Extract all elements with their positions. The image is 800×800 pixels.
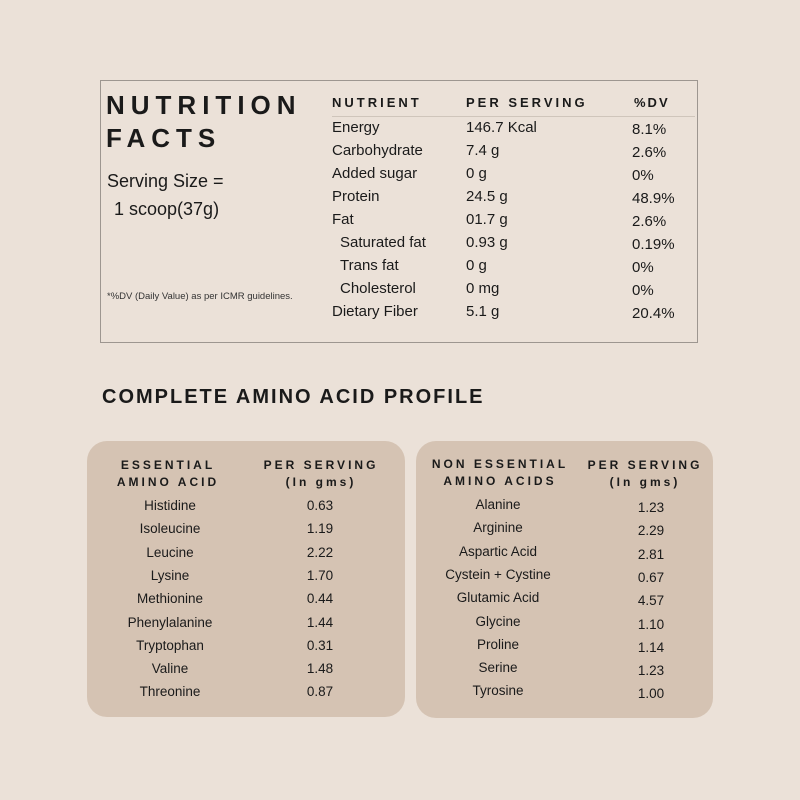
nutrient-name: Protein <box>332 188 380 205</box>
nutrition-title-line2: FACTS <box>106 123 222 153</box>
essential-amino-value: 1.70 <box>306 567 334 583</box>
nutrient-name: Added sugar <box>332 165 418 182</box>
nutrient-dv: 0% <box>632 259 654 276</box>
non-essential-header-value: PER SERVING (In gms) <box>588 457 703 491</box>
nutrient-dv: 0% <box>632 167 654 184</box>
nutrient-dv: 48.9% <box>632 190 675 207</box>
essential-amino-name: Threonine <box>139 684 201 700</box>
non-essential-amino-value: 2.81 <box>637 546 665 562</box>
non-essential-amino-name: Glutamic Acid <box>456 590 540 606</box>
essential-amino-value: 1.44 <box>306 614 334 630</box>
non-essential-amino-name: Cystein + Cystine <box>445 566 551 582</box>
nutrition-facts-panel <box>100 80 698 343</box>
non-essential-header-value-line1: PER SERVING <box>587 458 703 472</box>
nutrient-per-serving: 146.7 Kcal <box>466 119 537 136</box>
essential-amino-value: 0.44 <box>306 591 334 607</box>
non-essential-amino-name: Tyrosine <box>472 683 524 699</box>
essential-header-value-line1: PER SERVING <box>263 458 379 472</box>
essential-amino-value: 2.22 <box>306 544 334 560</box>
essential-header-value-line2: (In gms) <box>285 475 357 489</box>
essential-amino-value: 1.19 <box>306 521 334 537</box>
essential-amino-value: 1.48 <box>306 661 334 677</box>
nutrient-per-serving: 0 mg <box>466 280 500 297</box>
nutrient-per-serving: 7.4 g <box>466 142 500 159</box>
nutrient-dv: 0.19% <box>632 236 675 253</box>
nutrient-name: Cholesterol <box>340 280 416 297</box>
non-essential-amino-name: Arginine <box>473 520 523 536</box>
nutrient-per-serving: 0 g <box>466 257 487 274</box>
essential-header-line2: AMINO ACID <box>116 475 220 489</box>
nutrient-name: Dietary Fiber <box>332 303 418 320</box>
nutrient-per-serving: 0 g <box>466 165 487 182</box>
header-nutrient: NUTRIENT <box>332 95 422 110</box>
nutrient-dv: 20.4% <box>632 305 675 322</box>
non-essential-header-line2: AMINO ACIDS <box>443 474 557 488</box>
serving-size-value: 1 scoop(37g) <box>114 199 220 219</box>
nutrient-per-serving: 0.93 g <box>466 234 508 251</box>
nutrient-name: Saturated fat <box>340 234 426 251</box>
nutrient-per-serving: 5.1 g <box>466 303 500 320</box>
serving-size-label: Serving Size = <box>107 171 224 191</box>
nutrient-dv: 0% <box>632 282 654 299</box>
essential-amino-value: 0.87 <box>306 684 334 700</box>
nutrient-dv: 8.1% <box>632 121 667 138</box>
non-essential-amino-name: Alanine <box>475 497 521 512</box>
nutrient-dv: 2.6% <box>632 213 667 230</box>
nutrient-per-serving: 24.5 g <box>466 188 508 205</box>
nutrient-name: Trans fat <box>340 257 399 274</box>
essential-amino-name: Lysine <box>150 567 190 583</box>
non-essential-amino-value: 1.23 <box>637 500 665 515</box>
essential-amino-name: Valine <box>151 661 189 677</box>
essential-amino-name: Phenylalanine <box>127 614 213 630</box>
essential-amino-name: Histidine <box>144 498 196 513</box>
non-essential-amino-value: 4.57 <box>637 593 665 609</box>
essential-amino-name: Methionine <box>136 591 204 607</box>
essential-amino-name: Isoleucine <box>139 521 201 537</box>
non-essential-amino-value: 1.23 <box>637 663 665 679</box>
nutrient-name: Carbohydrate <box>332 142 423 159</box>
non-essential-amino-name: Aspartic Acid <box>458 543 538 559</box>
header-dv: %DV <box>634 95 670 110</box>
non-essential-amino-value: 1.00 <box>637 686 665 702</box>
amino-section-title: COMPLETE AMINO ACID PROFILE <box>102 386 485 408</box>
non-essential-amino-name: Serine <box>478 660 518 676</box>
essential-header-name: ESSENTIAL AMINO ACID <box>117 457 219 491</box>
nutrient-name: Energy <box>332 119 380 136</box>
non-essential-header-line1: NON ESSENTIAL <box>431 457 569 471</box>
essential-header-value: PER SERVING (In gms) <box>264 457 379 491</box>
non-essential-amino-value: 2.29 <box>637 523 665 539</box>
non-essential-header-value-line2: (In gms) <box>609 475 681 489</box>
non-essential-amino-name: Proline <box>476 636 520 652</box>
essential-amino-value: 0.31 <box>306 637 334 653</box>
non-essential-amino-value: 1.14 <box>637 639 665 655</box>
essential-header-line1: ESSENTIAL <box>120 458 216 472</box>
non-essential-header-name: NON ESSENTIAL AMINO ACIDS <box>432 456 568 490</box>
nutrient-per-serving: 01.7 g <box>466 211 508 228</box>
header-per-serving: PER SERVING <box>466 95 588 110</box>
header-divider <box>332 116 695 117</box>
dv-footnote: *%DV (Daily Value) as per ICMR guideline… <box>107 291 293 302</box>
nutrient-name: Fat <box>332 211 354 228</box>
essential-amino-name: Leucine <box>146 544 194 560</box>
non-essential-amino-value: 1.10 <box>637 616 665 632</box>
essential-amino-name: Tryptophan <box>136 637 204 653</box>
nutrition-title-line1: NUTRITION <box>106 90 302 120</box>
non-essential-amino-name: Glycine <box>475 613 521 629</box>
non-essential-amino-card <box>416 441 713 718</box>
non-essential-amino-value: 0.67 <box>637 569 665 585</box>
essential-amino-value: 0.63 <box>306 498 334 513</box>
nutrient-dv: 2.6% <box>632 144 667 161</box>
essential-amino-card <box>87 441 405 717</box>
